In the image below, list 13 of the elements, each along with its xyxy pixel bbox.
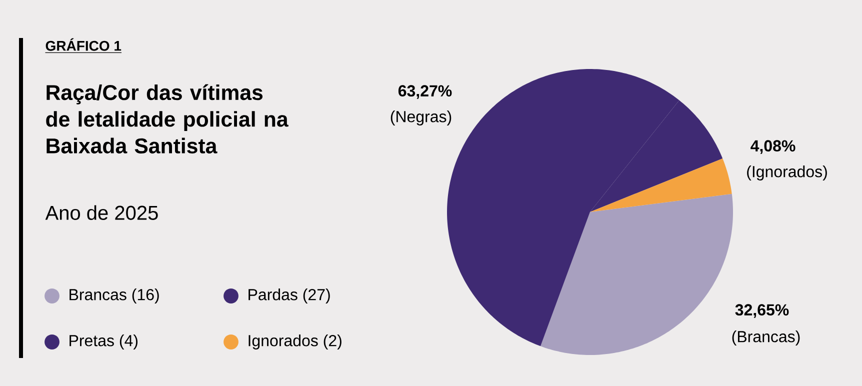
text: (Brancas) (732, 330, 800, 346)
text: GRÁFICO 1 (46, 38, 122, 51)
text: 32,65% (735, 304, 789, 318)
legend-label: Pretas (4) (70, 334, 138, 350)
text: 4,08% (750, 140, 796, 154)
text: 63,27% (398, 85, 452, 99)
text: Raça/Cor das vítimas de letalidade policial na Baixada Santista (46, 84, 288, 154)
text: (Ignorados) (747, 166, 827, 180)
legend-label: Brancas (16) (70, 288, 159, 304)
legend-label: Ignorados (2) (248, 334, 342, 350)
text: Ano de 2025 (45, 205, 158, 220)
legend-label: Pardas (27) (248, 288, 330, 304)
text: (Negras) (390, 110, 452, 126)
